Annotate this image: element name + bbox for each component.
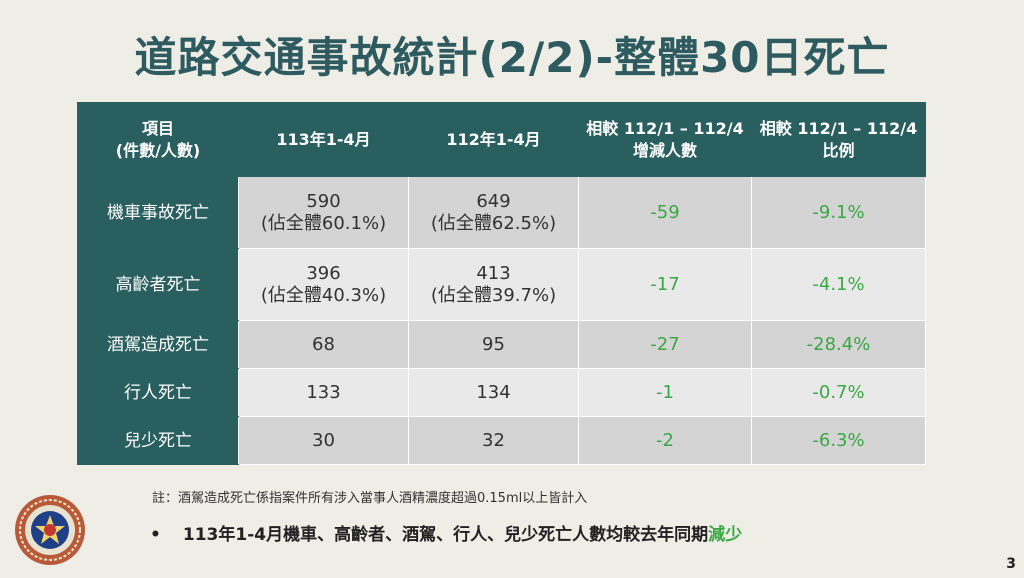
cell-ratio: -9.1%	[751, 176, 926, 249]
cell-112: 95	[408, 320, 579, 369]
header-ratio: 相較 112/1 – 112/4 比例	[751, 102, 926, 177]
cell-ratio: -4.1%	[751, 248, 926, 321]
cell-113: 30	[238, 416, 409, 465]
footnote: 註：酒駕造成死亡係指案件所有涉入當事人酒精濃度超過0.15ml以上皆計入	[152, 491, 588, 506]
cell-112: 649 (佔全體62.5%)	[408, 176, 579, 249]
bullet-dot-icon: •	[150, 525, 161, 545]
cell-113: 396 (佔全體40.3%)	[238, 248, 409, 321]
table-header-row: 項目 (件數/人數) 113年1-4月 112年1-4月 相較 112/1 – …	[77, 102, 926, 177]
page-number: 3	[1006, 556, 1016, 572]
table-row: 機車事故死亡 590 (佔全體60.1%) 649 (佔全體62.5%) -59 -…	[77, 176, 926, 249]
cell-diff: -2	[578, 416, 752, 465]
row-label: 機車事故死亡	[77, 176, 239, 249]
cell-diff: -17	[578, 248, 752, 321]
cell-112: 134	[408, 368, 579, 417]
cell-113: 590 (佔全體60.1%)	[238, 176, 409, 249]
bullet-text: 113年1-4月機車、高齡者、酒駕、行人、兒少死亡人數均較去年同期	[182, 525, 709, 545]
cell-113: 133	[238, 368, 409, 417]
cell-ratio: -6.3%	[751, 416, 926, 465]
row-label: 兒少死亡	[77, 416, 239, 465]
cell-diff: -59	[578, 176, 752, 249]
header-112: 112年1-4月	[408, 102, 579, 177]
header-item: 項目 (件數/人數)	[77, 102, 239, 177]
header-diff: 相較 112/1 – 112/4 增減人數	[578, 102, 752, 177]
cell-diff: -1	[578, 368, 752, 417]
summary-bullet: • 113年1-4月機車、高齡者、酒駕、行人、兒少死亡人數均較去年同期減少	[150, 520, 742, 545]
cell-ratio: -28.4%	[751, 320, 926, 369]
cell-112: 32	[408, 416, 579, 465]
slide-title: 道路交通事故統計(2/2)-整體30日死亡	[134, 33, 890, 82]
bullet-highlight: 減少	[708, 525, 743, 545]
row-label: 行人死亡	[77, 368, 239, 417]
table-row: 行人死亡 133 134 -1 -0.7%	[77, 368, 926, 417]
statistics-table: 項目 (件數/人數) 113年1-4月 112年1-4月 相較 112/1 – …	[77, 102, 926, 465]
cell-ratio: -0.7%	[751, 368, 926, 417]
cell-112: 413 (佔全體39.7%)	[408, 248, 579, 321]
table-row: 酒駕造成死亡 68 95 -27 -28.4%	[77, 320, 926, 369]
row-label: 高齡者死亡	[77, 248, 239, 321]
row-label: 酒駕造成死亡	[77, 320, 239, 369]
cell-diff: -27	[578, 320, 752, 369]
table-row: 兒少死亡 30 32 -2 -6.3%	[77, 416, 926, 465]
police-emblem-icon	[15, 495, 85, 565]
table-row: 高齡者死亡 396 (佔全體40.3%) 413 (佔全體39.7%) -17 -4…	[77, 248, 926, 321]
cell-113: 68	[238, 320, 409, 369]
header-113: 113年1-4月	[238, 102, 409, 177]
